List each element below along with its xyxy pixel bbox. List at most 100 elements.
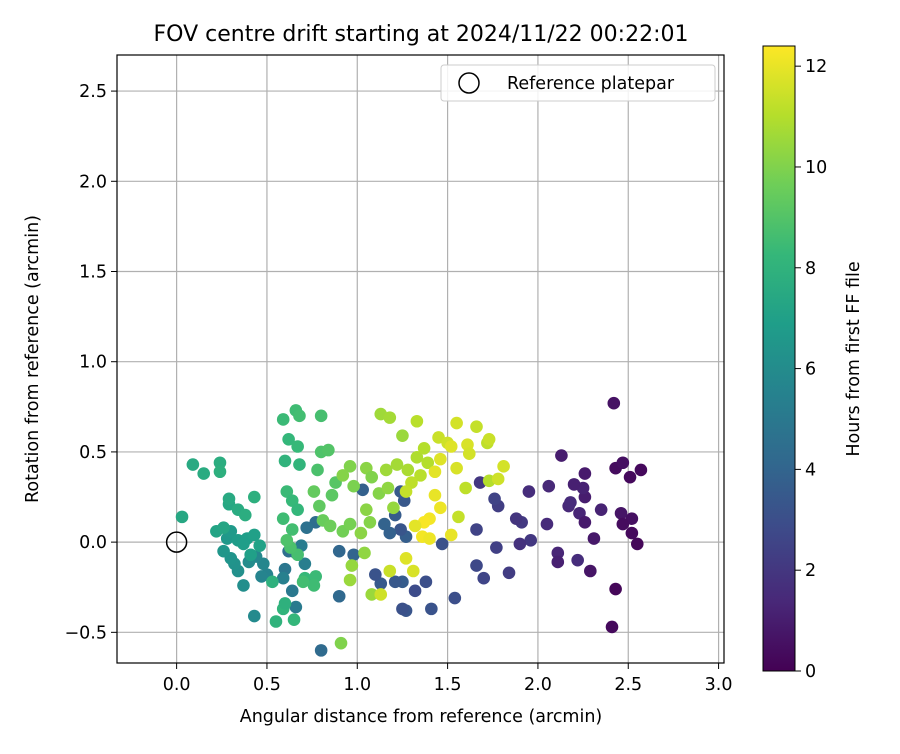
colorbar-ticks: 0 2 4 6 8 10 12 [795,57,827,682]
colorbar-label: Hours from first FF file [844,261,864,456]
axes: 0.0 0.5 1.0 1.5 2.0 2.5 3.0 −0.5 0.0 0.5 1.0 1.5 2.0… [65,54,733,695]
scatter-point [266,575,279,589]
scatter-point [387,501,400,515]
y-tick-label: 0.0 [79,533,107,553]
scatter-point [625,512,639,525]
scatter-point [276,413,290,426]
scatter-point [365,470,379,484]
scatter-point [332,589,346,603]
scatter-point [408,519,422,533]
scatter-point [630,537,644,551]
legend-label: Reference platepar [507,74,675,94]
scatter-point [343,573,357,587]
scatter-point [291,503,304,516]
scatter-point [425,602,438,616]
scatter-point [434,501,447,515]
colorbar-tick-label: 12 [805,57,827,77]
scatter-point [564,496,577,509]
y-tick-label: 2.5 [79,82,107,102]
scatter-point [323,519,337,533]
scatter-point [369,568,382,581]
scatter-point [237,579,250,592]
scatter-point [509,512,523,525]
scatter-point [470,523,483,536]
scatter-point [300,521,313,534]
scatter-point [470,420,483,433]
scatter-point [584,564,597,578]
scatter-point [253,539,267,553]
scatter-point [213,456,227,470]
scatter-point [634,463,648,477]
y-tick-label: 1.5 [79,262,107,282]
scatter-point [587,532,601,545]
legend-box [440,64,716,102]
scatter-point [555,449,568,462]
scatter-point [450,416,463,430]
y-tick-label: −0.5 [65,623,108,643]
scatter-point [307,485,321,498]
scatter-point [408,584,422,598]
y-tick-label: 0.5 [79,443,107,463]
y-tick-label: 2.0 [79,172,107,192]
scatter-point [374,588,388,601]
legend-marker-open-circle [458,72,480,94]
scatter-point [217,544,230,558]
scatter-point [280,534,294,547]
scatter-point [365,588,379,601]
scatter-point [396,602,409,616]
scatter-point [401,463,415,477]
scatter-point [542,479,556,493]
scatter-point [269,615,283,628]
x-axis-label: Angular distance from reference (arcmin) [240,707,603,727]
scatter-point [347,479,360,493]
scatter-point [410,451,424,464]
scatter-point [452,510,465,524]
scatter-point [396,429,409,442]
scatter-point [381,481,395,495]
scatter-point [293,409,306,423]
x-tick-label: 2.5 [614,675,642,695]
scatter-point [450,461,463,475]
scatter-point [307,579,321,592]
scatter-point [419,575,433,589]
scatter-point [238,508,252,522]
scatter-point [293,458,306,471]
scatter-point [291,440,304,453]
scatter-point [388,575,402,589]
scatter-point [394,523,407,536]
scatter-point [287,613,301,627]
scatter-point [490,541,503,554]
scatter-point [237,537,250,551]
scatter-point [513,537,527,551]
colorbar-tick-label: 6 [805,360,816,380]
scatter-point [336,469,350,482]
scatter-point [616,517,630,531]
scatter-point [609,582,622,596]
colorbar: 0 2 4 6 8 10 12 Hours from first FF file [762,45,864,682]
scatter-point [322,443,335,457]
scatter-point [459,481,472,495]
scatter-point [358,546,371,560]
scatter-point [423,532,436,545]
scatter-point [470,559,483,572]
scatter-point [522,485,536,498]
scatter-point [540,517,554,531]
scatter-point [502,566,516,580]
scatter-point [406,564,420,578]
scatter-point [524,534,537,547]
scatter-point [444,440,458,453]
scatter-point [417,442,431,455]
y-tick-label: 1.0 [79,353,107,373]
scatter-point [313,499,326,513]
scatter-point [432,431,445,444]
scatter-point [213,465,227,479]
grid-lines [117,55,724,663]
scatter-point [186,458,200,471]
chart-title: FOV centre drift starting at 2024/11/22 … [154,22,689,47]
scatter-point [282,432,295,446]
scatter-point [399,552,413,565]
colorbar-tick-label: 8 [805,259,816,279]
scatter-point [623,470,637,484]
